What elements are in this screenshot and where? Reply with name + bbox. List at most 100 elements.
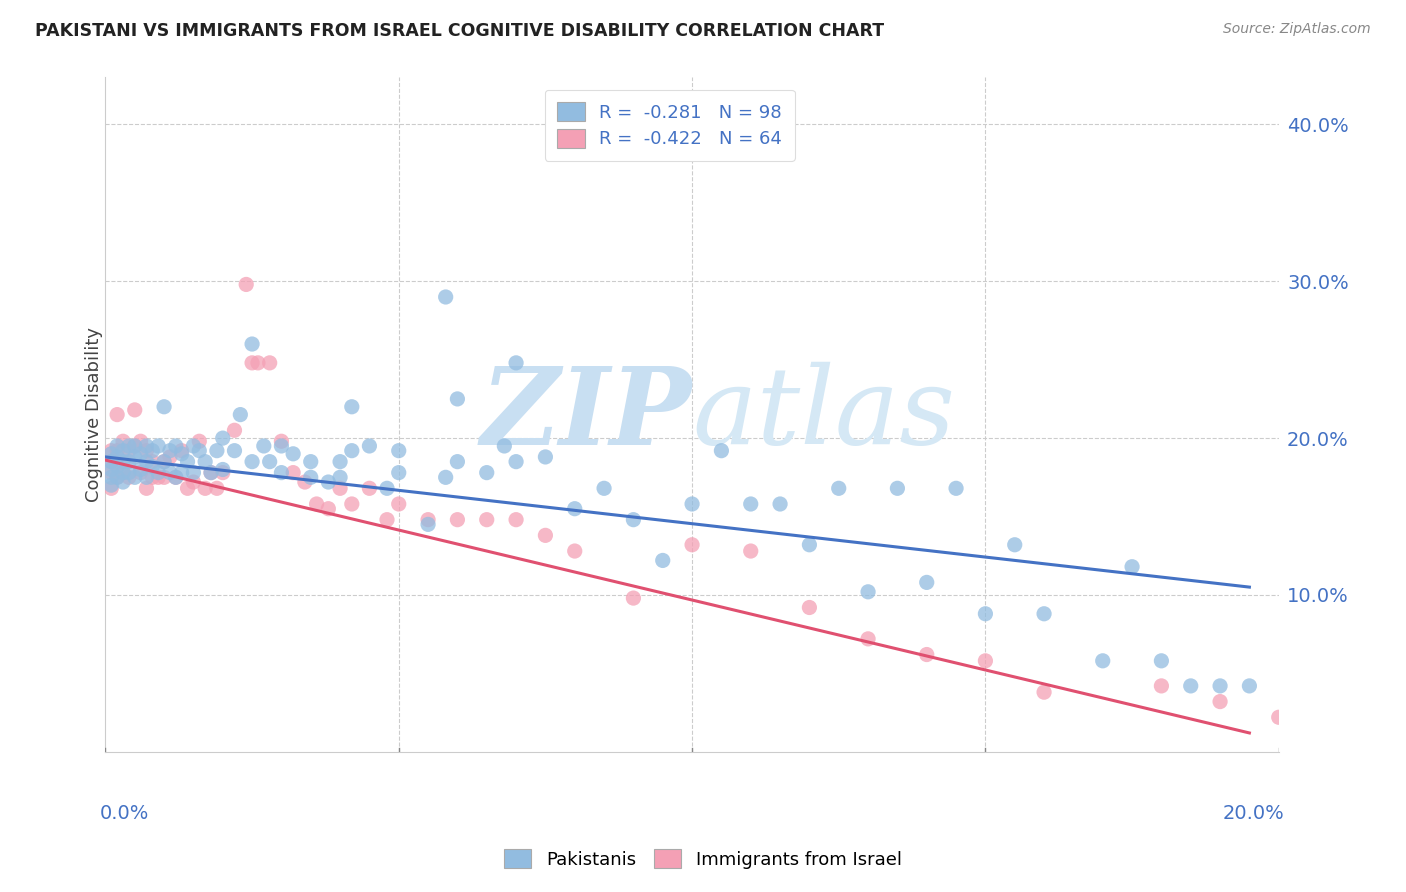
Point bbox=[416, 517, 439, 532]
Point bbox=[340, 497, 363, 511]
Point bbox=[105, 443, 128, 458]
Point bbox=[100, 462, 122, 476]
Point bbox=[1150, 679, 1173, 693]
Point bbox=[124, 439, 146, 453]
Point bbox=[111, 455, 134, 469]
Point bbox=[124, 439, 146, 453]
Point bbox=[259, 455, 281, 469]
Point bbox=[534, 450, 557, 464]
Point bbox=[100, 455, 122, 469]
Point bbox=[105, 470, 128, 484]
Point bbox=[188, 434, 211, 449]
Text: 0.0%: 0.0% bbox=[100, 804, 149, 822]
Point bbox=[329, 455, 352, 469]
Point bbox=[359, 481, 381, 495]
Point bbox=[135, 443, 157, 458]
Point bbox=[270, 439, 292, 453]
Point bbox=[299, 455, 322, 469]
Point bbox=[246, 356, 269, 370]
Point bbox=[188, 443, 211, 458]
Point bbox=[1033, 685, 1056, 699]
Point bbox=[159, 450, 181, 464]
Point bbox=[124, 403, 146, 417]
Point bbox=[129, 462, 152, 476]
Point bbox=[253, 439, 276, 453]
Legend: R =  -0.281   N = 98, R =  -0.422   N = 64: R = -0.281 N = 98, R = -0.422 N = 64 bbox=[546, 90, 794, 161]
Point bbox=[446, 455, 468, 469]
Point bbox=[681, 497, 703, 511]
Text: atlas: atlas bbox=[692, 362, 955, 467]
Point bbox=[135, 439, 157, 453]
Point bbox=[388, 443, 411, 458]
Point bbox=[100, 447, 122, 461]
Point bbox=[593, 481, 616, 495]
Point bbox=[111, 443, 134, 458]
Point bbox=[945, 481, 967, 495]
Point bbox=[294, 475, 316, 489]
Point bbox=[388, 497, 411, 511]
Point bbox=[318, 475, 340, 489]
Point bbox=[259, 356, 281, 370]
Point bbox=[769, 497, 792, 511]
Point bbox=[129, 434, 152, 449]
Point bbox=[183, 466, 205, 480]
Point bbox=[299, 470, 322, 484]
Point bbox=[388, 466, 411, 480]
Point bbox=[799, 600, 821, 615]
Point bbox=[100, 481, 122, 495]
Point bbox=[564, 501, 586, 516]
Point bbox=[270, 434, 292, 449]
Point bbox=[534, 528, 557, 542]
Point bbox=[416, 513, 439, 527]
Point bbox=[475, 466, 498, 480]
Point bbox=[359, 439, 381, 453]
Point bbox=[828, 481, 851, 495]
Point bbox=[240, 356, 263, 370]
Point bbox=[100, 470, 122, 484]
Point bbox=[135, 470, 157, 484]
Point bbox=[111, 466, 134, 480]
Point bbox=[141, 459, 163, 474]
Point bbox=[176, 455, 198, 469]
Point bbox=[340, 400, 363, 414]
Point bbox=[375, 513, 398, 527]
Point bbox=[305, 497, 328, 511]
Point bbox=[915, 648, 938, 662]
Point bbox=[740, 544, 762, 558]
Text: ZIP: ZIP bbox=[481, 361, 692, 467]
Point bbox=[1091, 654, 1114, 668]
Point bbox=[505, 455, 527, 469]
Point bbox=[153, 470, 176, 484]
Point bbox=[1209, 679, 1232, 693]
Point bbox=[111, 466, 134, 480]
Point bbox=[434, 290, 457, 304]
Point bbox=[183, 439, 205, 453]
Point bbox=[1180, 679, 1202, 693]
Point bbox=[329, 481, 352, 495]
Point bbox=[1121, 559, 1143, 574]
Point bbox=[183, 475, 205, 489]
Legend: Pakistanis, Immigrants from Israel: Pakistanis, Immigrants from Israel bbox=[498, 842, 908, 876]
Point bbox=[329, 470, 352, 484]
Point bbox=[148, 439, 170, 453]
Point bbox=[165, 470, 187, 484]
Point bbox=[856, 584, 879, 599]
Point bbox=[176, 481, 198, 495]
Point bbox=[240, 337, 263, 351]
Point bbox=[224, 443, 246, 458]
Point bbox=[100, 466, 122, 480]
Point bbox=[494, 439, 516, 453]
Point bbox=[170, 447, 193, 461]
Point bbox=[105, 459, 128, 474]
Point bbox=[118, 439, 141, 453]
Point bbox=[505, 356, 527, 370]
Point bbox=[740, 497, 762, 511]
Point bbox=[118, 470, 141, 484]
Point bbox=[129, 447, 152, 461]
Point bbox=[170, 443, 193, 458]
Point bbox=[105, 450, 128, 464]
Point bbox=[211, 462, 233, 476]
Point bbox=[105, 408, 128, 422]
Point bbox=[124, 470, 146, 484]
Point bbox=[710, 443, 733, 458]
